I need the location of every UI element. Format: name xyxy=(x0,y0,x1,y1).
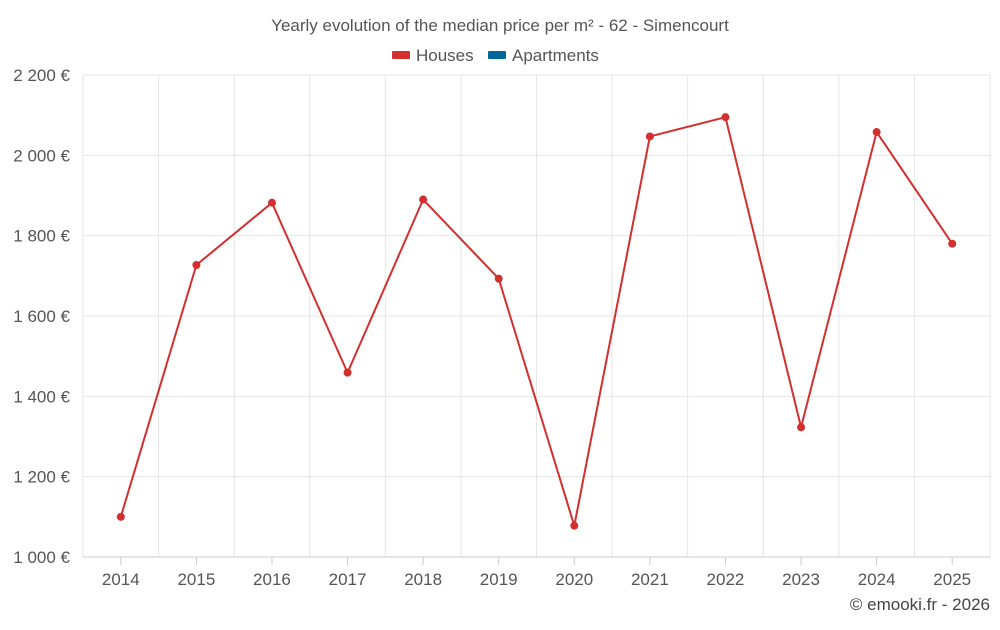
data-point-houses-2015[interactable] xyxy=(192,260,201,269)
series-line-houses xyxy=(119,116,954,527)
data-point-houses-2024[interactable] xyxy=(872,128,881,137)
axes: 1 000 € 1 200 € 1 400 € 1 600 € 1 800 € 2 000… xyxy=(13,66,990,589)
x-tick-label: 2020 xyxy=(555,570,593,589)
data-point-houses-2021[interactable] xyxy=(645,132,654,141)
legend-label-apartments: Apartments xyxy=(512,46,599,65)
data-point-houses-2022[interactable] xyxy=(721,113,730,122)
chart-title: Yearly evolution of the median price per… xyxy=(271,16,729,35)
x-tick-label: 2016 xyxy=(253,570,291,589)
series-houses xyxy=(116,113,957,530)
x-tick-label: 2019 xyxy=(480,570,518,589)
data-point-houses-2020[interactable] xyxy=(570,521,579,530)
data-point-houses-2014[interactable] xyxy=(116,512,125,521)
legend-swatch-apartments xyxy=(488,51,506,59)
y-tick-label: 1 400 € xyxy=(13,387,70,406)
legend: Houses Apartments xyxy=(392,46,599,65)
grid xyxy=(82,74,991,557)
data-point-houses-2023[interactable] xyxy=(797,423,806,432)
data-point-houses-2025[interactable] xyxy=(948,239,957,248)
data-point-houses-2017[interactable] xyxy=(343,368,352,377)
y-tick-label: 1 800 € xyxy=(13,227,70,246)
legend-item-houses[interactable]: Houses xyxy=(392,46,474,65)
y-tick-label: 1 600 € xyxy=(13,307,70,326)
x-tick-label: 2024 xyxy=(858,570,896,589)
legend-swatch-houses xyxy=(392,51,410,59)
x-tick-label: 2018 xyxy=(404,570,442,589)
x-tick-label: 2025 xyxy=(933,570,971,589)
x-tick-label: 2017 xyxy=(329,570,367,589)
footer-credit: © emooki.fr - 2026 xyxy=(850,595,990,614)
x-tick-label: 2022 xyxy=(707,570,745,589)
y-tick-label: 2 200 € xyxy=(13,66,70,85)
x-tick-label: 2023 xyxy=(782,570,820,589)
y-tick-label: 2 000 € xyxy=(13,146,70,165)
y-tick-label: 1 000 € xyxy=(13,548,70,567)
legend-label-houses: Houses xyxy=(416,46,474,65)
data-point-houses-2018[interactable] xyxy=(419,195,428,204)
y-tick-label: 1 200 € xyxy=(13,468,70,487)
data-point-houses-2019[interactable] xyxy=(494,274,503,283)
data-point-houses-2016[interactable] xyxy=(267,198,276,207)
x-tick-label: 2015 xyxy=(177,570,215,589)
x-tick-label: 2014 xyxy=(102,570,140,589)
x-tick-label: 2021 xyxy=(631,570,669,589)
legend-item-apartments[interactable]: Apartments xyxy=(488,46,599,65)
